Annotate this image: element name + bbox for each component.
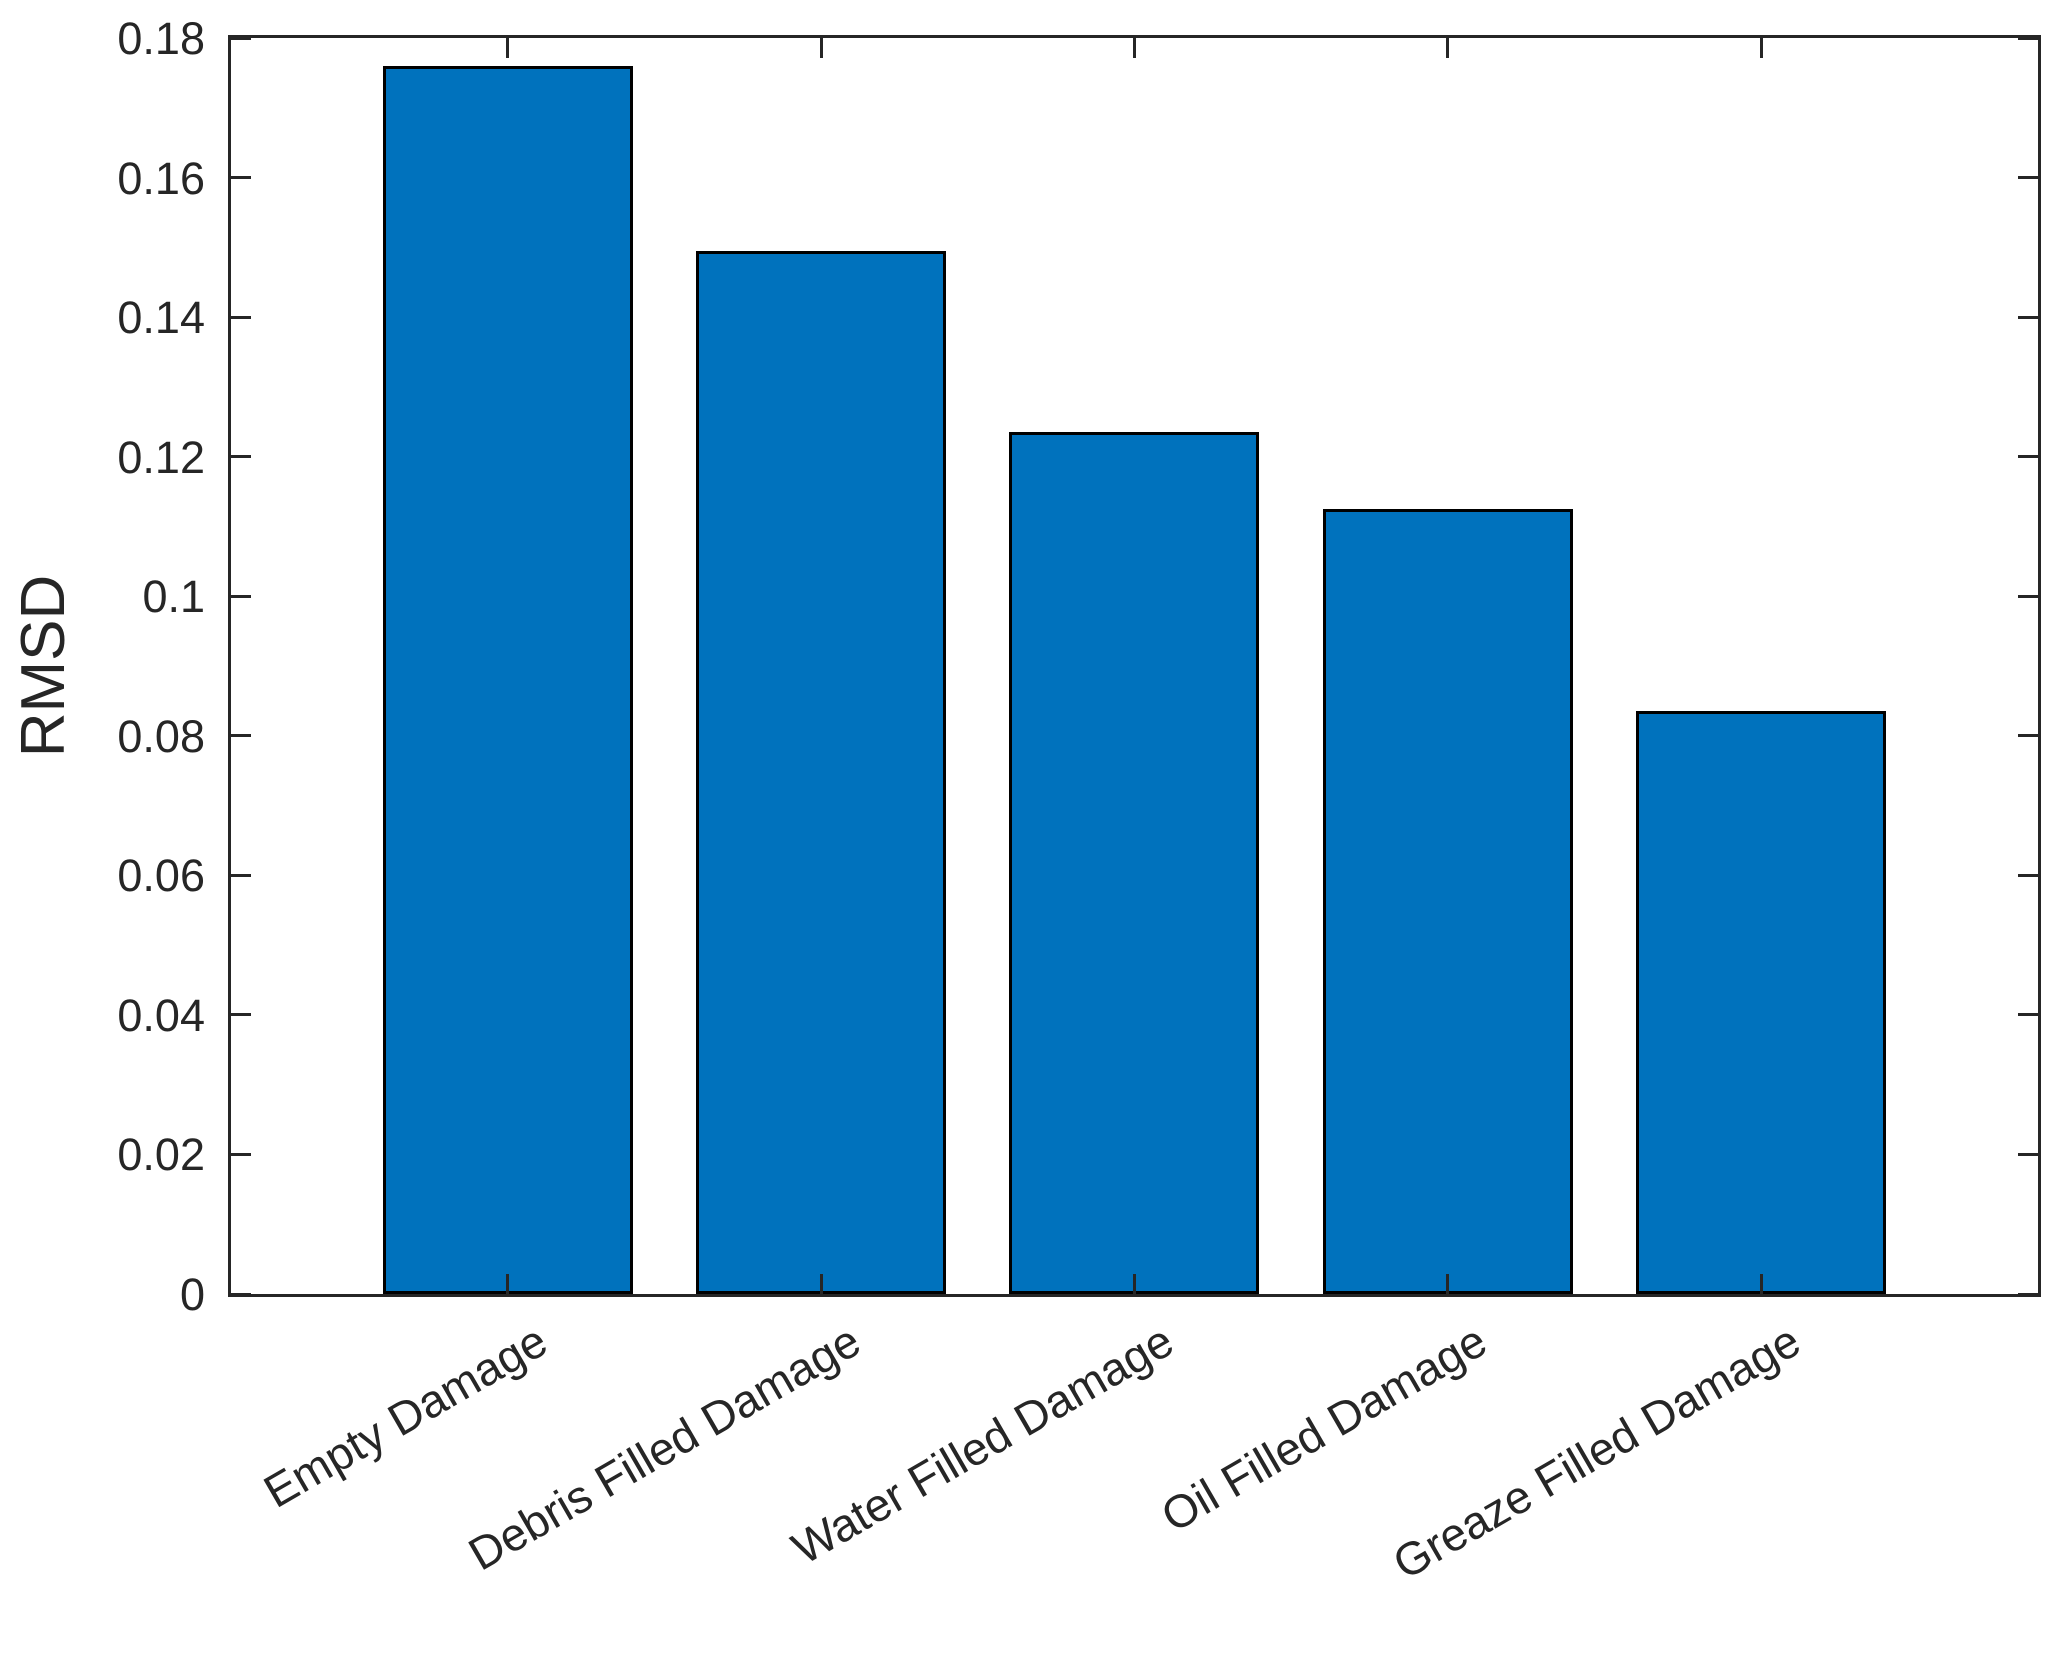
y-axis-right-tick [2018,36,2038,40]
y-axis-right-tick [2018,176,2038,180]
y-axis-right-tick [2018,315,2038,319]
x-tick-label: Empty Damage [254,1314,556,1518]
x-axis-top-tick [1446,38,1450,58]
x-axis-tick [1759,1274,1763,1294]
y-tick-label: 0.18 [117,13,205,64]
y-tick-label: 0.08 [117,710,205,762]
bar [696,251,947,1294]
y-tick-label: 0.12 [117,431,205,483]
bar [1322,509,1573,1294]
y-axis-right-tick [2018,1013,2038,1017]
y-tick-label: 0.06 [117,850,205,902]
y-axis-tick [231,1292,251,1296]
y-axis-tick [231,873,251,877]
y-tick-label: 0.14 [117,292,205,344]
x-axis-top-tick [506,38,510,58]
y-axis-right-tick [2018,1152,2038,1156]
y-axis-right-tick [2018,873,2038,877]
y-axis-right-tick [2018,455,2038,459]
y-axis-tick [231,176,251,180]
x-axis-top-tick [1132,38,1136,58]
y-axis-tick [231,1152,251,1156]
x-axis-tick [1446,1274,1450,1294]
x-axis-tick [819,1274,823,1294]
y-axis-tick [231,36,251,40]
y-axis-tick [231,315,251,319]
y-tick-label: 0.1 [142,571,205,623]
y-axis-title: RMSD [9,574,78,758]
x-axis-tick [506,1274,510,1294]
y-axis-tick [231,734,251,738]
x-axis-top-tick [1759,38,1763,58]
y-tick-label: 0.02 [117,1129,205,1181]
y-axis-right-tick [2018,1292,2038,1296]
y-axis-right-tick [2018,594,2038,598]
y-tick-label: 0.04 [117,989,205,1041]
bar [1009,432,1260,1294]
y-tick-label: 0 [179,1269,205,1320]
x-tick-label: Oil Filled Damage [1152,1314,1496,1542]
bar [382,66,633,1294]
x-axis-top-tick [819,38,823,58]
y-axis-tick [231,455,251,459]
y-tick-label: 0.16 [117,152,205,204]
bar [1636,711,1887,1294]
y-axis-tick [231,1013,251,1017]
y-axis-tick [231,594,251,598]
plot-area [228,35,2041,1297]
x-axis-tick [1132,1274,1136,1294]
y-axis-right-tick [2018,734,2038,738]
